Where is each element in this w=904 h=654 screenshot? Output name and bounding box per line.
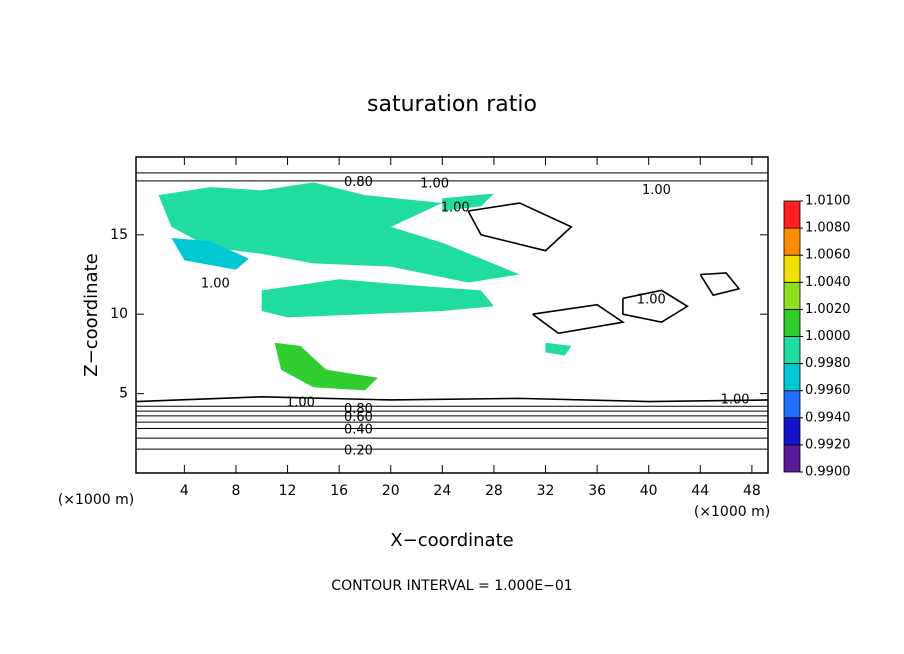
contour-label: 1.00 — [637, 292, 666, 307]
chart-title: saturation ratio — [367, 92, 537, 117]
contour-line — [135, 395, 769, 403]
filled-region — [158, 182, 520, 283]
contour-label: 0.60 — [344, 410, 373, 425]
contour-label: 0.80 — [344, 402, 373, 417]
colorbar-box — [783, 417, 801, 446]
colorbar-label: 1.0020 — [805, 302, 851, 317]
colorbar-box — [783, 308, 801, 337]
colorbar-label: 1.0060 — [805, 248, 851, 263]
contour-label: 0.40 — [344, 423, 373, 438]
colorbar-box — [783, 254, 801, 283]
filled-region — [545, 342, 572, 356]
colorbar-label: 1.0000 — [805, 329, 851, 344]
y-tick-label: 5 — [119, 386, 128, 402]
colorbar-box — [783, 200, 801, 229]
x-tick-label: 28 — [485, 483, 503, 499]
colorbar-label: 1.0040 — [805, 275, 851, 290]
plot-frame — [135, 156, 769, 474]
x-axis-label: X−coordinate — [390, 530, 513, 551]
contour-label: 1.00 — [420, 176, 449, 191]
x-unit-label: (×1000 m) — [694, 504, 770, 520]
filled-region — [171, 237, 249, 270]
contour-label: 0.80 — [344, 175, 373, 190]
x-tick-label: 24 — [433, 483, 451, 499]
x-tick-label: 20 — [382, 483, 400, 499]
contour-label: 0.20 — [344, 443, 373, 458]
x-tick-label: 40 — [640, 483, 658, 499]
footnote: CONTOUR INTERVAL = 1.000E−01 — [331, 578, 572, 594]
x-tick-label: 4 — [180, 483, 189, 499]
contour-label: 1.00 — [642, 183, 671, 198]
contour-line — [622, 289, 689, 323]
colorbar-label: 0.9900 — [805, 465, 851, 480]
x-tick-label: 8 — [231, 483, 240, 499]
contour-label: 1.00 — [286, 396, 315, 411]
y-tick-label: 15 — [110, 227, 128, 243]
filled-region — [442, 193, 494, 211]
contour-line — [467, 202, 573, 252]
filled-region — [261, 279, 494, 318]
colorbar-box — [783, 363, 801, 392]
colorbar-label: 1.0100 — [805, 194, 851, 209]
colorbar-box — [783, 390, 801, 419]
colorbar-label: 0.9980 — [805, 356, 851, 371]
y-unit-label: (×1000 m) — [58, 492, 134, 508]
colorbar-box — [783, 336, 801, 365]
colorbar-label: 1.0080 — [805, 221, 851, 236]
contour-label: 1.00 — [721, 392, 750, 407]
colorbar-box — [783, 444, 801, 473]
contour-label: 1.00 — [441, 200, 470, 215]
x-tick-label: 44 — [691, 483, 709, 499]
y-tick-label: 10 — [110, 306, 128, 322]
contour-line — [699, 272, 741, 297]
x-tick-label: 36 — [588, 483, 606, 499]
colorbar-label: 0.9940 — [805, 410, 851, 425]
colorbar-label: 0.9920 — [805, 437, 851, 452]
contour-line — [532, 303, 625, 335]
x-tick-label: 32 — [537, 483, 555, 499]
colorbar-box — [783, 281, 801, 310]
colorbar-label: 0.9960 — [805, 383, 851, 398]
colorbar-box — [783, 227, 801, 256]
y-axis-label: Z−coordinate — [81, 253, 102, 376]
x-tick-label: 12 — [279, 483, 297, 499]
x-tick-label: 48 — [743, 483, 761, 499]
filled-region — [274, 342, 378, 391]
contour-label: 1.00 — [201, 277, 230, 292]
x-tick-label: 16 — [330, 483, 348, 499]
